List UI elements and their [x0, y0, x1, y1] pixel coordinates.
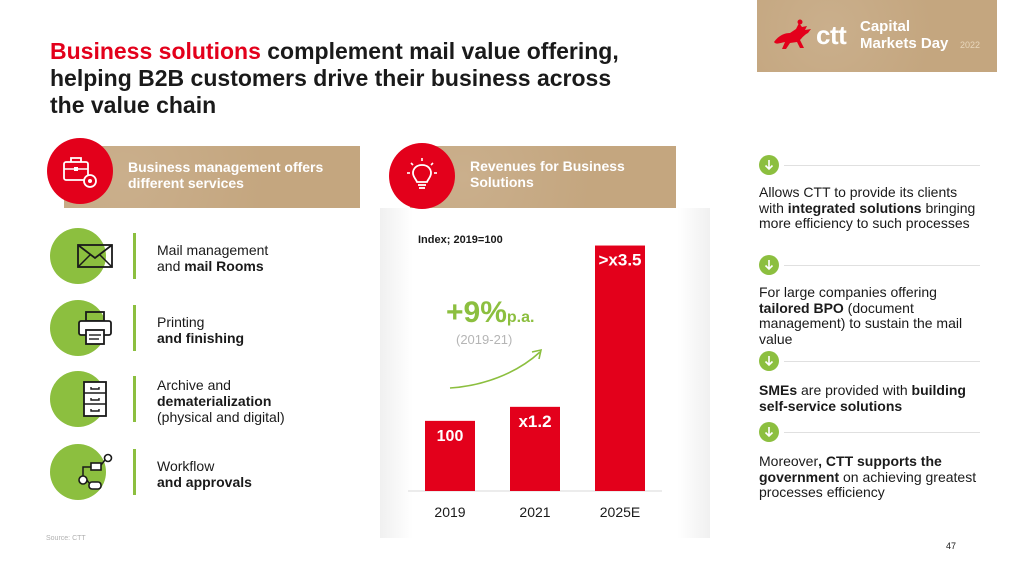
horse-rider-icon	[774, 19, 811, 49]
cagr-period: (2019-21)	[456, 332, 513, 347]
separator-line	[784, 432, 980, 433]
separator-line	[784, 165, 980, 166]
cagr-label: +9%p.a.	[446, 296, 535, 329]
chart-index-label: Index; 2019=100	[418, 234, 503, 246]
down-arrow-icon	[759, 155, 779, 175]
growth-arrow-icon	[449, 348, 543, 389]
brand-wordmark: ctt	[816, 20, 847, 50]
bar-2019	[425, 420, 475, 491]
x-tick-label: 2019	[434, 504, 465, 520]
lightbulb-icon	[407, 158, 437, 189]
data-label-2019: 100	[437, 428, 464, 445]
benefit-text: Moreover, CTT supports the government on…	[759, 453, 977, 500]
envelope-icon	[75, 236, 115, 281]
revenue-chart: 100 2019 x1.2 2021 >x3.5 2025E	[408, 245, 662, 520]
printer-icon	[75, 308, 115, 353]
benefit-text: SMEs are provided with building self-ser…	[759, 382, 966, 414]
service-label: Mail management and mail Rooms	[157, 242, 269, 274]
services-header: Business management offers different ser…	[128, 159, 324, 191]
x-tick-label: 2025E	[600, 504, 640, 520]
services-header-band: Business management offers different ser…	[64, 146, 360, 208]
title-accent: Business solutions	[50, 38, 261, 64]
title-rest: complement mail value offering, helping …	[50, 38, 619, 118]
briefcase-gear-icon	[63, 157, 97, 188]
event-name: Capital Markets Day	[860, 18, 949, 52]
event-logo: ctt Capital Markets Day 2022	[757, 0, 997, 72]
down-arrow-icon	[759, 351, 779, 371]
benefit-text: Allows CTT to provide its clients with i…	[759, 184, 976, 231]
bar-2025e	[595, 245, 645, 491]
page-number: 47	[946, 541, 957, 551]
service-divider	[133, 233, 136, 279]
service-divider	[133, 449, 136, 495]
benefit-text: For large companies offering tailored BP…	[759, 284, 963, 347]
chart-header: Revenues for Business Solutions	[470, 158, 625, 190]
chart-badge	[389, 143, 455, 209]
down-arrow-icon	[759, 422, 779, 442]
services-badge	[47, 138, 113, 204]
bar-2021	[510, 406, 560, 491]
source-note: Source: CTT	[46, 535, 86, 542]
workflow-icon	[75, 452, 115, 497]
slide-title: Business solutions complement mail value…	[50, 38, 650, 119]
service-label: Workflow and approvals	[157, 458, 252, 490]
down-arrow-icon	[759, 255, 779, 275]
service-divider	[133, 376, 136, 422]
separator-line	[784, 361, 980, 362]
service-label: Archive and dematerialization (physical an…	[157, 377, 285, 425]
service-label: Printing and finishing	[157, 314, 245, 346]
service-divider	[133, 305, 136, 351]
service-circle	[50, 444, 106, 500]
x-tick-label: 2021	[519, 504, 550, 520]
event-year: 2022	[960, 40, 981, 50]
separator-line	[784, 265, 980, 266]
data-label-2021: x1.2	[518, 412, 551, 431]
archive-icon	[75, 379, 115, 424]
data-label-2025e: >x3.5	[598, 251, 641, 270]
